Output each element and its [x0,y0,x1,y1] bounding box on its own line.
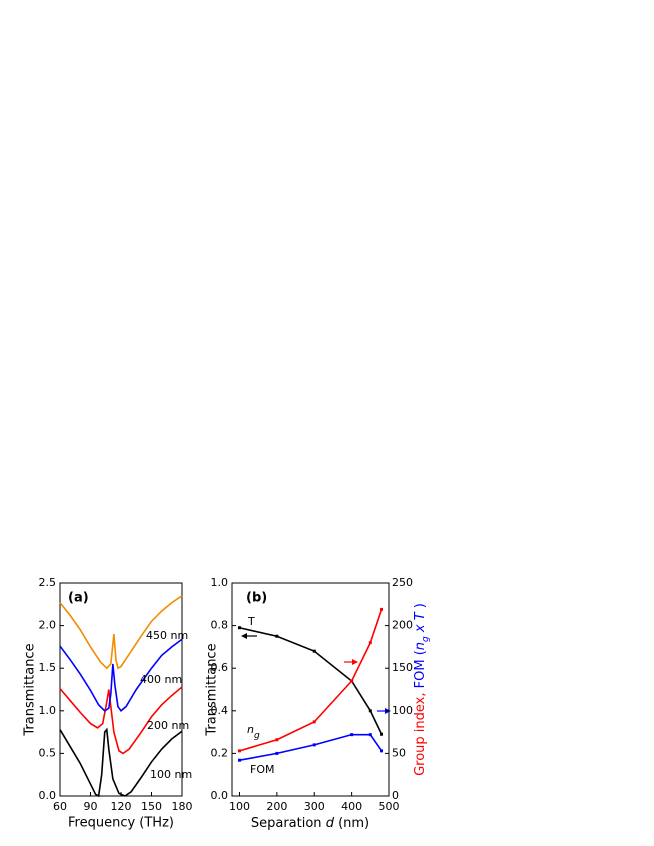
y-tick-label: 0.4 [211,704,229,717]
y-tick-label: 2.0 [39,619,57,632]
series-label-name: 400 nm [140,673,182,686]
marker [368,733,372,737]
marker [237,749,241,753]
marker [380,607,384,611]
marker [380,749,384,753]
marker [237,758,241,762]
y2-tick-label: 250 [392,576,413,589]
plot-frame [231,582,390,797]
marker [312,743,316,747]
arrow-head [241,633,247,639]
marker [312,649,316,653]
x-tick-label: 400 [341,800,362,813]
x-axis-title: Frequency (THz) [68,816,174,831]
y-tick-label: 1.5 [39,661,57,674]
series-label-name: 100 nm [150,768,192,781]
y2-axis-title: Group index, FOM (ng x T ) [413,603,431,776]
marker [368,641,372,645]
panel-label: (a) [68,591,89,606]
series-label-subscript: g [254,731,260,741]
y2-tick-label: 0 [392,789,399,802]
x-tick-label: 150 [141,800,162,813]
series-label-name: 450 nm [146,629,188,642]
panel-label: (b) [246,591,267,606]
x-tick-label: 500 [379,800,400,813]
y-axis-title: Transmittance [23,643,38,736]
series-line [59,686,183,755]
series-label-name: n [247,723,254,736]
y-tick-label: 0.5 [39,746,57,759]
y-tick-label: 0.2 [211,746,229,759]
series-label: 450 nm [146,629,188,642]
y-axis-title: Transmittance [205,643,220,736]
x-axis-title: Separation d (nm) [251,816,369,831]
y2-tick-label: 200 [392,619,413,632]
series-label-name: T [247,615,255,628]
x-tick-label: 60 [53,800,67,813]
plot-frame [59,582,183,797]
x-tick-label: 300 [304,800,325,813]
y2-axis-title-part: FOM ( [413,650,428,688]
marker [368,709,372,713]
y2-axis-title-part: g [421,636,431,642]
series-label: T [247,615,255,628]
marker [380,732,384,736]
series-line [239,609,383,752]
x-tick-label: 90 [84,800,98,813]
y-tick-label: 2.5 [39,576,57,589]
arrow-head [352,659,358,665]
series-label: 200 nm [147,719,189,732]
series-label-name: FOM [250,763,274,776]
y2-tick-label: 50 [392,746,406,759]
marker [237,626,241,630]
x-axis-title-part: Separation [251,816,326,831]
y2-axis-title-part: x [413,620,428,636]
y2-axis-title-part: Group index, [413,688,428,776]
series-line [59,595,183,670]
y-tick-label: 0.0 [39,789,57,802]
y2-axis-title-part: n [413,642,428,650]
marker [350,733,354,737]
y2-tick-label: 150 [392,661,413,674]
y-tick-label: 0.8 [211,619,229,632]
series-label: 100 nm [150,768,192,781]
x-tick-label: 180 [172,800,193,813]
series-line [239,733,383,762]
y2-axis-title-part: ) [413,603,428,612]
marker [312,720,316,724]
series-label: 400 nm [140,673,182,686]
x-tick-label: 200 [266,800,287,813]
marker [275,751,279,755]
x-axis-title-part: (nm) [334,816,369,831]
x-tick-label: 120 [111,800,132,813]
y-tick-label: 1.0 [211,576,229,589]
marker [275,738,279,742]
series-line [59,638,183,712]
y-tick-label: 1.0 [39,704,57,717]
marker [275,634,279,638]
x-tick-label: 100 [229,800,250,813]
series-label: FOM [250,763,274,776]
x-axis-title-part: d [326,816,335,831]
marker [350,679,354,683]
series-line [239,626,383,735]
series-label: ng [247,723,260,741]
y-tick-label: 0.6 [211,661,229,674]
series-label-name: 200 nm [147,719,189,732]
series-line [59,727,183,798]
y-tick-label: 0.0 [211,789,229,802]
y2-axis-title-part: T [413,611,428,620]
y2-tick-label: 100 [392,704,413,717]
